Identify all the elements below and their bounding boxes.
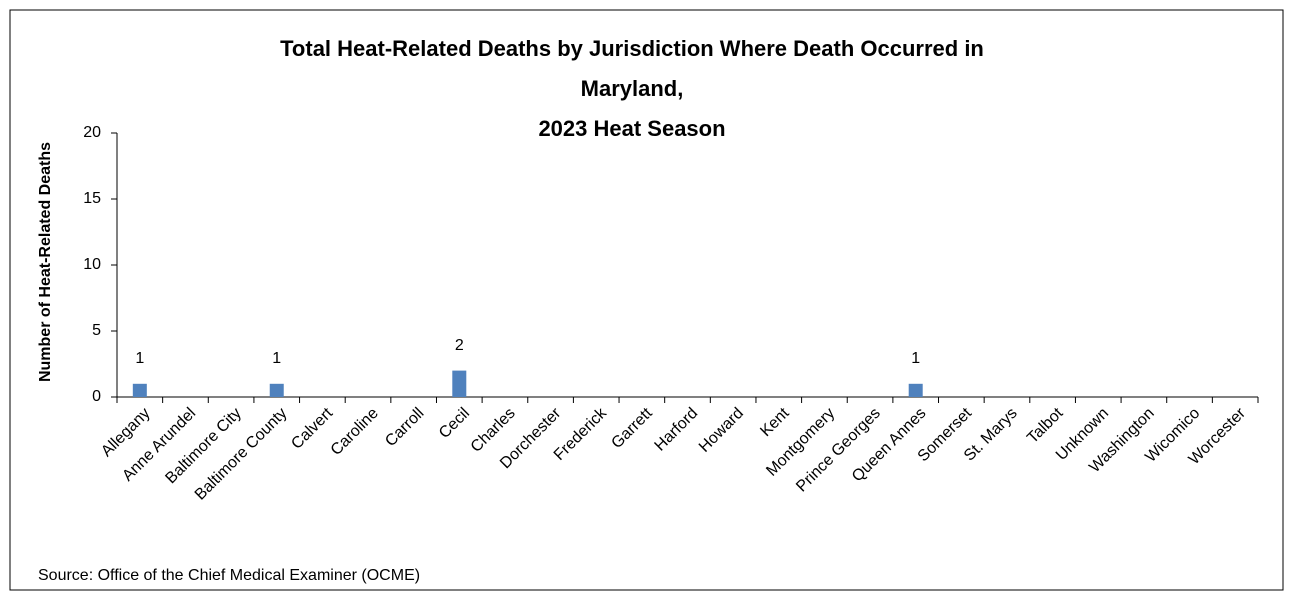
chart-title: 2023 Heat Season — [538, 116, 725, 141]
data-label: 1 — [272, 350, 281, 367]
source: Source: Office of the Chief Medical Exam… — [38, 567, 420, 584]
y-tick-label: 0 — [92, 388, 101, 405]
chart-title: Total Heat-Related Deaths by Jurisdictio… — [280, 36, 984, 61]
data-label: 1 — [135, 350, 144, 367]
chart-title: Maryland, — [581, 76, 684, 101]
data-label: 2 — [455, 337, 464, 354]
bar — [269, 383, 284, 397]
y-axis-label: Number of Heat-Related Deaths — [37, 142, 54, 382]
bar — [908, 383, 923, 397]
data-label: 1 — [911, 350, 920, 367]
y-tick-label: 10 — [83, 256, 101, 273]
y-tick-label: 15 — [83, 190, 101, 207]
frame — [9, 9, 1284, 591]
bar — [132, 383, 147, 397]
y-tick-label: 5 — [92, 322, 101, 339]
bar — [452, 370, 467, 397]
y-tick-label: 20 — [83, 124, 101, 141]
